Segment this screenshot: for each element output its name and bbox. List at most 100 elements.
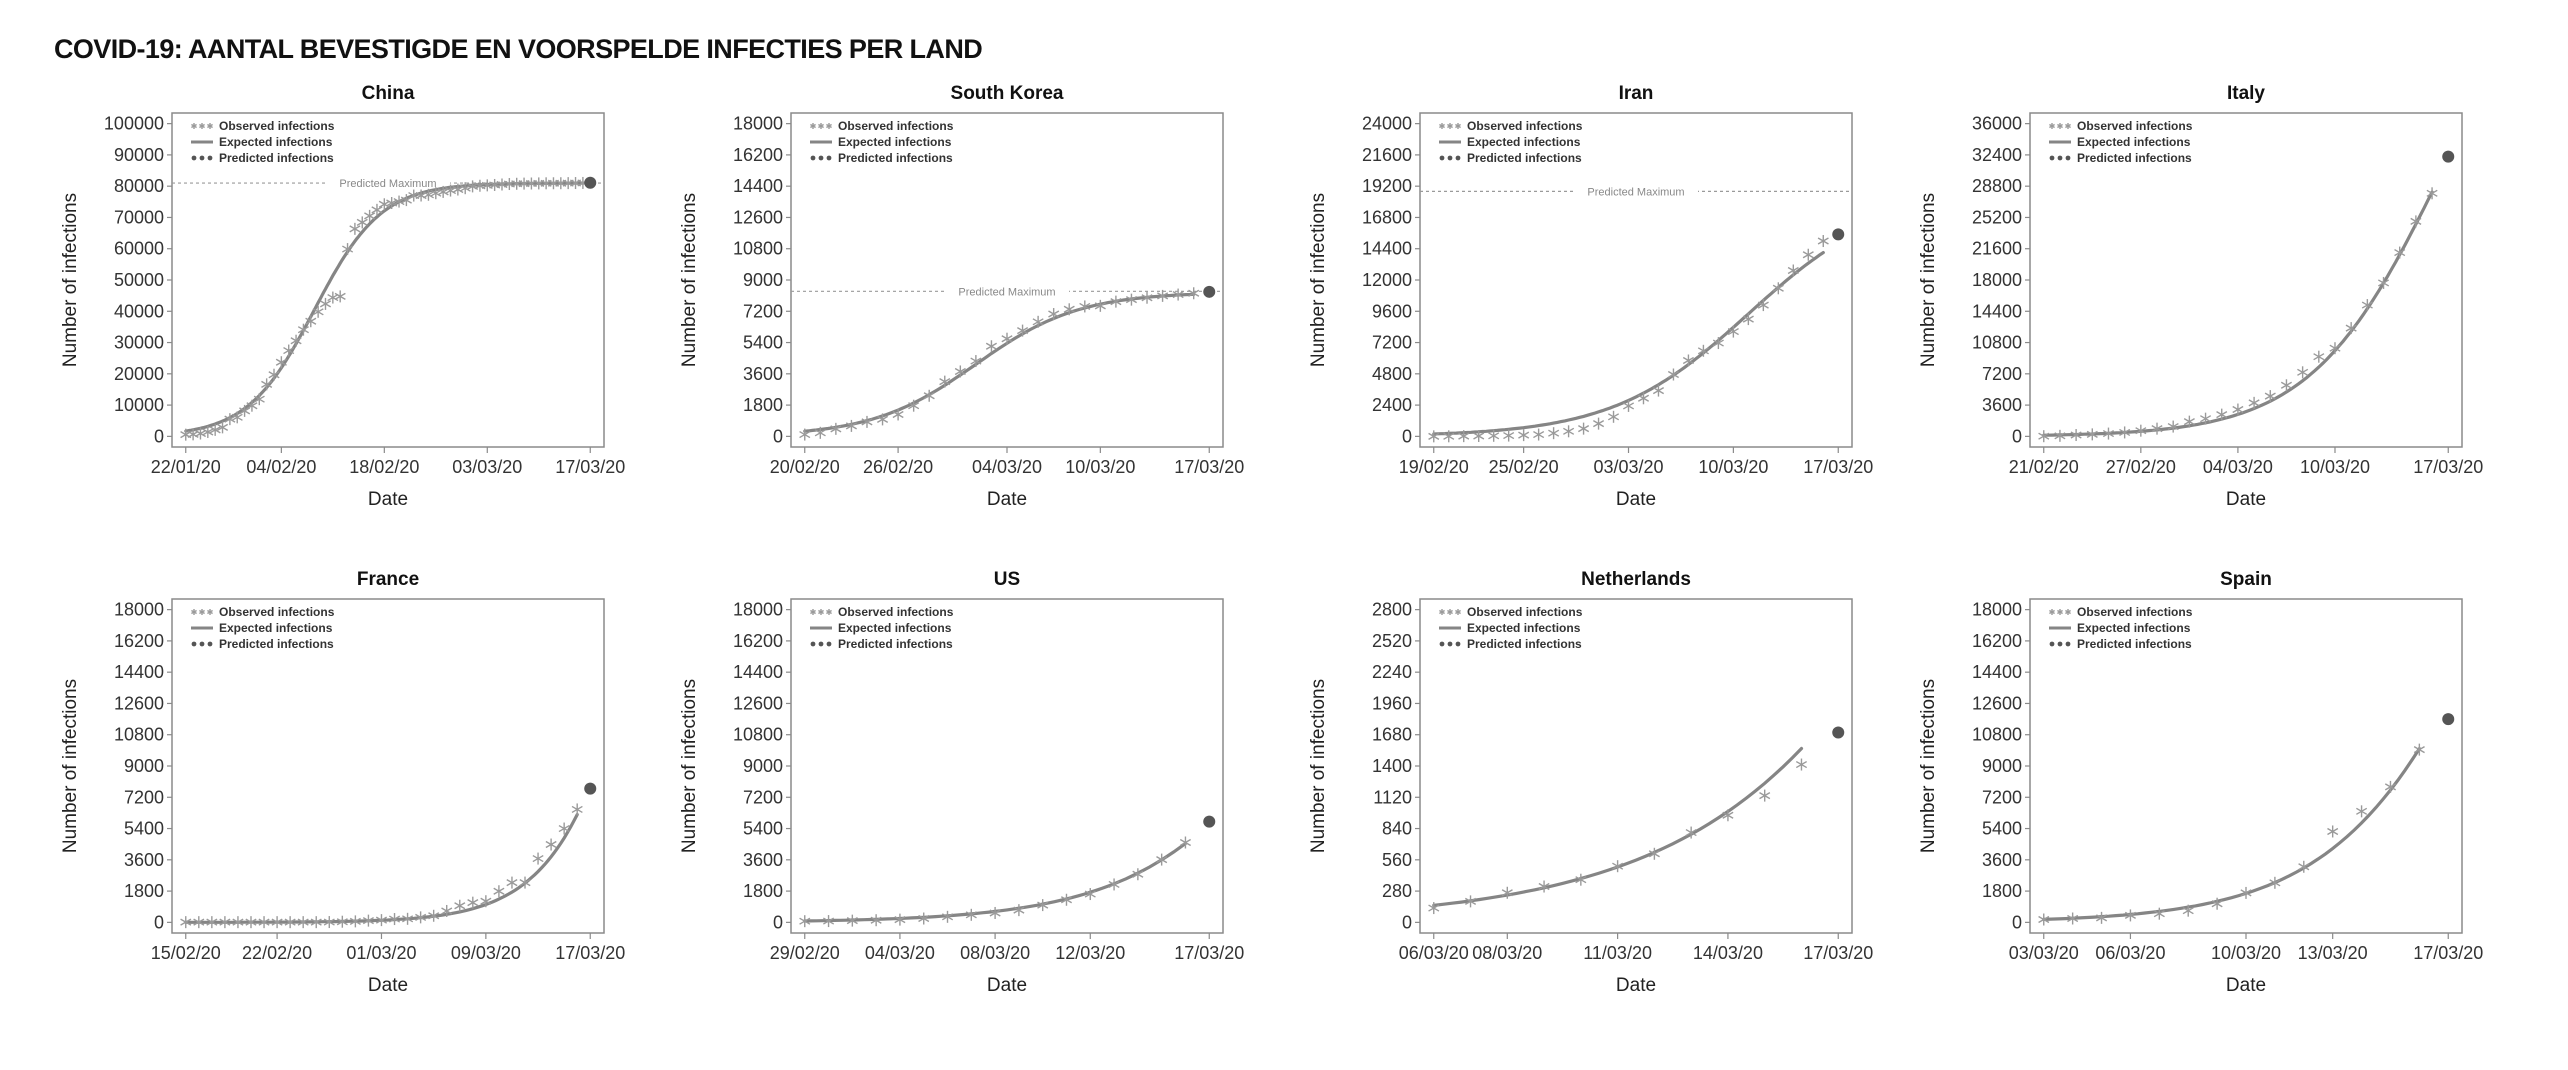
legend-predicted-icon [1439,155,1445,161]
chart-title: South Korea [951,83,1064,104]
chart-title: France [357,569,419,590]
y-tick-label: 7200 [743,787,783,807]
observed-point [2086,428,2098,441]
legend-predicted-icon [207,155,213,161]
asterisk-stroke [2167,422,2179,431]
asterisk-stroke [1622,402,1635,410]
asterisk-stroke [2410,217,2422,225]
y-axis-label: Number of infections [679,193,700,367]
y-tick-label: 0 [773,426,783,446]
observed-point [2426,187,2438,200]
x-tick-label: 25/02/20 [1489,457,1559,477]
asterisk-stroke [2232,405,2244,414]
observed-point [799,428,811,441]
asterisk-stroke [1110,298,1122,306]
chart-svg: Italy 0 3600 7200 10800 14400 18000 21600 25200 2… [1918,83,2483,510]
legend-observed-icon [818,123,824,129]
observed-point [2153,907,2165,920]
x-axis-label: Date [2226,489,2266,510]
legend-predicted-label: Predicted infections [2077,637,2192,651]
legend-predicted-icon [2049,641,2055,647]
observed-point [876,413,889,426]
asterisk-stroke [199,123,205,129]
expected-infections-line [2042,747,2421,921]
legend-observed-icon [191,609,197,615]
x-tick-label: 10/03/20 [1698,457,1768,477]
observed-point [571,803,583,816]
asterisk-stroke [2065,123,2071,129]
y-tick-label: 25200 [1972,207,2022,227]
asterisk-stroke [283,346,295,355]
asterisk-stroke [826,609,832,615]
asterisk-stroke [319,300,332,308]
observed-point [814,426,826,439]
x-tick-label: 11/03/20 [1583,943,1652,963]
y-axis-label: Number of infections [1308,679,1329,853]
chart-legend: Observed infections Expected infections Pr… [2049,119,2193,165]
asterisk-stroke [1593,420,1605,428]
y-tick-label: 5400 [743,819,783,839]
observed-point [2280,379,2292,392]
observed-point [1533,428,1545,441]
y-tick-label: 36000 [1972,114,2022,134]
legend-observed-icon [810,609,816,615]
observed-point [1652,384,1665,397]
asterisk-stroke [846,917,858,925]
asterisk-stroke [918,914,930,923]
y-tick-label: 280 [1382,881,1412,901]
observed-point [437,185,449,198]
asterisk-stroke [2327,827,2339,836]
observed-point [193,916,205,929]
observed-point [422,188,434,201]
observed-point [2248,396,2260,409]
y-tick-label: 16800 [1362,207,1412,227]
legend-observed-label: Observed infections [219,119,335,133]
asterisk-stroke [506,878,518,887]
asterisk-stroke [2095,914,2108,922]
legend-predicted-icon [1447,641,1453,647]
asterisk-stroke [191,609,197,615]
asterisk-stroke [275,358,287,366]
y-tick-label: 0 [1402,426,1412,446]
asterisk-stroke [1787,266,1799,275]
observed-point [290,334,302,347]
y-tick-label: 12600 [1972,693,2022,713]
x-tick-label: 04/03/20 [865,943,935,963]
observed-point [2413,743,2425,756]
asterisk-stroke [1464,897,1477,905]
observed-point [467,896,479,909]
asterisk-stroke [305,317,317,325]
asterisk-stroke [2426,189,2438,197]
observed-point [388,913,401,926]
asterisk-stroke [830,425,842,433]
asterisk-stroke [545,840,557,849]
observed-point [2167,420,2179,433]
observed-point [297,916,309,929]
y-tick-label: 7200 [1982,787,2022,807]
y-tick-label: 0 [2012,426,2022,446]
asterisk-stroke [258,918,270,926]
y-tick-label: 60000 [114,239,164,259]
observed-point [823,915,835,928]
asterisk-stroke [1017,326,1029,335]
y-tick-label: 1800 [124,881,164,901]
observed-point [1048,308,1060,321]
observed-point [2067,912,2079,925]
x-tick-label: 26/02/20 [863,457,933,477]
observed-point [830,422,842,435]
legend-predicted-label: Predicted infections [1467,151,1582,165]
asterisk-stroke [323,918,335,926]
observed-point [268,368,280,381]
y-tick-label: 0 [773,912,783,932]
asterisk-stroke [180,918,192,926]
chart-svg: US 0 1800 3600 5400 7200 9000 10800 12600 14400 16… [679,569,1244,996]
x-axis-label: Date [1616,489,1656,510]
observed-point [2313,350,2325,363]
y-tick-label: 2800 [1372,600,1412,620]
observed-point [349,222,361,235]
asterisk-stroke [1079,302,1091,311]
observed-point [2102,427,2115,440]
chart-title: Iran [1619,83,1654,104]
observed-point [2345,322,2357,335]
y-tick-label: 19200 [1362,176,1412,196]
